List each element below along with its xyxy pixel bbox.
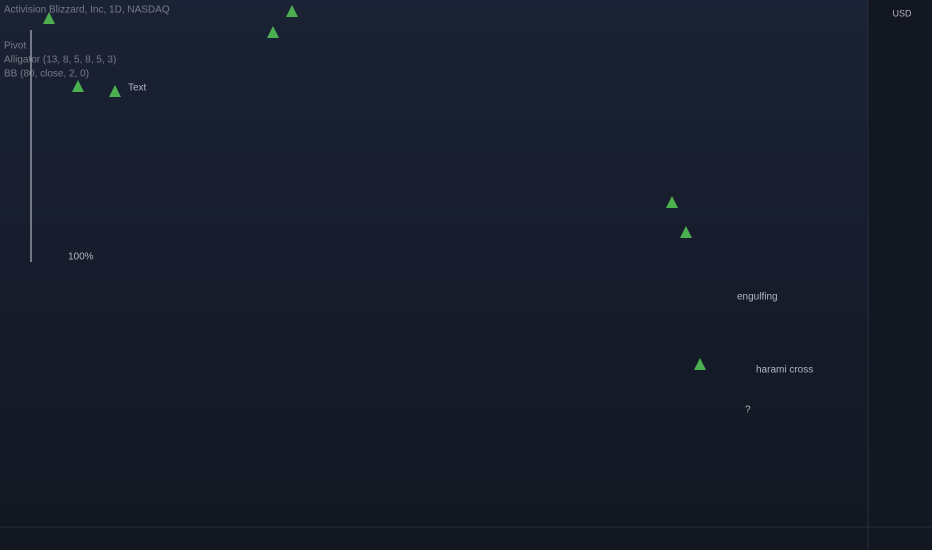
pivot-markers (43, 5, 706, 370)
pivot-marker (109, 85, 121, 97)
currency-label: USD (892, 8, 912, 18)
chart-title: Activision Blizzard, Inc, 1D, NASDAQ (4, 5, 170, 16)
pivot-marker (267, 26, 279, 38)
annotation: Text (128, 83, 147, 94)
annotation: 100% (68, 252, 94, 263)
legend-line: BB (80, close, 2, 0) (4, 69, 89, 80)
annotation: harami cross (756, 365, 813, 376)
pivot-marker (43, 12, 55, 24)
pivot-marker (694, 358, 706, 370)
pivot-marker (72, 80, 84, 92)
annotation: ? (745, 405, 751, 416)
legend-line: Pivot (4, 41, 26, 52)
pivot-marker (680, 226, 692, 238)
legend-line: Alligator (13, 8, 5, 8, 5, 3) (4, 55, 116, 66)
plot-background (0, 0, 868, 527)
annotation: engulfing (737, 292, 778, 303)
pivot-marker (286, 5, 298, 17)
pivot-marker (666, 196, 678, 208)
